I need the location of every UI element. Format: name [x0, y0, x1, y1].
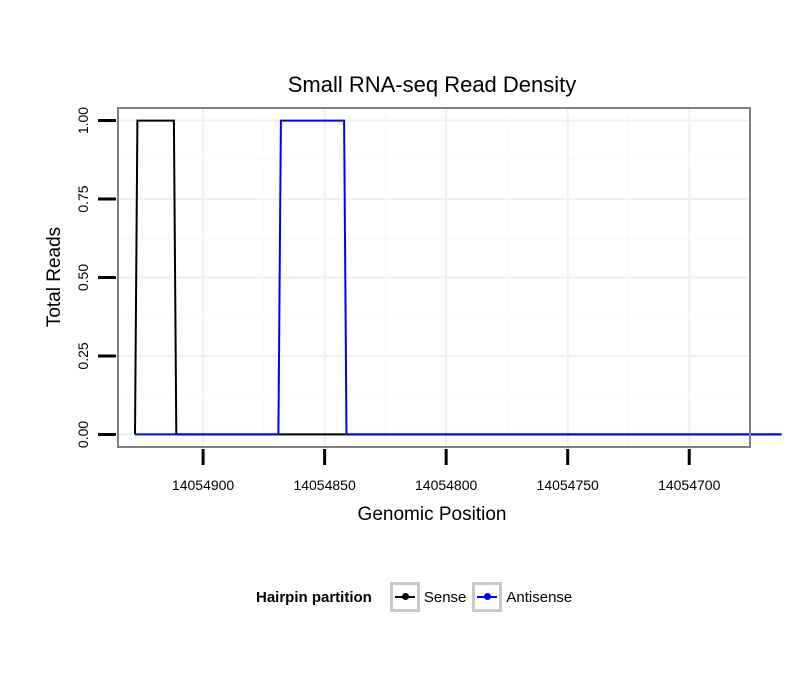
axis-ticks: 0.00 0.25 0.50 0.75 1.00 14054900 14054850 1405…	[75, 107, 721, 493]
x-tick-label: 14054800	[415, 477, 478, 493]
y-tick-label: 0.25	[75, 342, 91, 369]
legend-label-antisense: Antisense	[506, 588, 573, 606]
plot-border	[117, 107, 751, 448]
x-axis-label: Genomic Position	[358, 504, 507, 525]
y-tick-label: 0.50	[75, 264, 91, 291]
legend-key-sense	[389, 582, 420, 612]
legend-key-antisense	[472, 582, 503, 612]
x-tick-label: 14054700	[658, 477, 721, 493]
legend-dot-sense	[401, 593, 409, 600]
x-tick-label: 14054850	[293, 477, 356, 493]
legend-item-sense: Sense	[389, 582, 467, 612]
series-line-antisense	[135, 119, 782, 436]
y-tick-label: 0.75	[75, 185, 91, 212]
legend: Hairpin partition Sense Antisense	[256, 580, 578, 614]
legend-item-antisense: Antisense	[472, 582, 572, 612]
y-tick-label: 0.00	[75, 421, 91, 448]
y-axis-label: Total Reads	[44, 227, 65, 327]
x-tick-label: 14054900	[172, 477, 235, 493]
grid	[118, 108, 750, 447]
series-layer	[134, 119, 782, 436]
legend-title: Hairpin partition	[256, 588, 372, 606]
legend-dot-antisense	[484, 593, 492, 600]
x-tick-label: 14054750	[537, 477, 600, 493]
y-tick-label: 1.00	[75, 107, 91, 134]
legend-label-sense: Sense	[423, 588, 467, 606]
chart-title: Small RNA-seq Read Density	[288, 72, 577, 97]
